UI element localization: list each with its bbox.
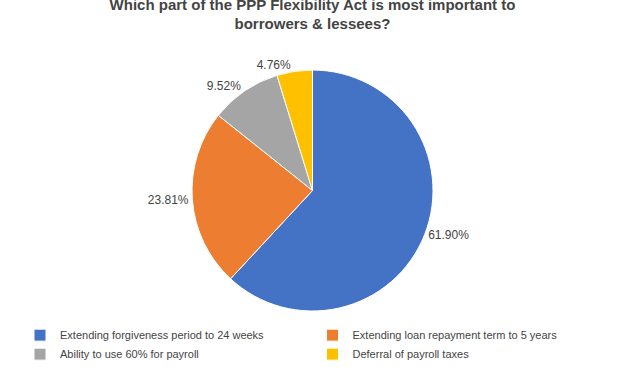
- svg-text:23.81%: 23.81%: [148, 193, 189, 207]
- svg-text:Which part of the PPP Flexibil: Which part of the PPP Flexibility Act is…: [110, 0, 516, 32]
- svg-text:Deferral of payroll taxes: Deferral of payroll taxes: [353, 348, 470, 360]
- svg-text:Extending forgiveness period t: Extending forgiveness period to 24 weeks: [60, 329, 264, 341]
- svg-text:61.90%: 61.90%: [428, 228, 469, 242]
- svg-text:4.76%: 4.76%: [257, 58, 291, 72]
- svg-text:Ability to use 60% for payroll: Ability to use 60% for payroll: [60, 348, 199, 360]
- svg-text:Extending loan repayment term: Extending loan repayment term to 5 years: [353, 329, 558, 341]
- svg-text:9.52%: 9.52%: [207, 79, 241, 93]
